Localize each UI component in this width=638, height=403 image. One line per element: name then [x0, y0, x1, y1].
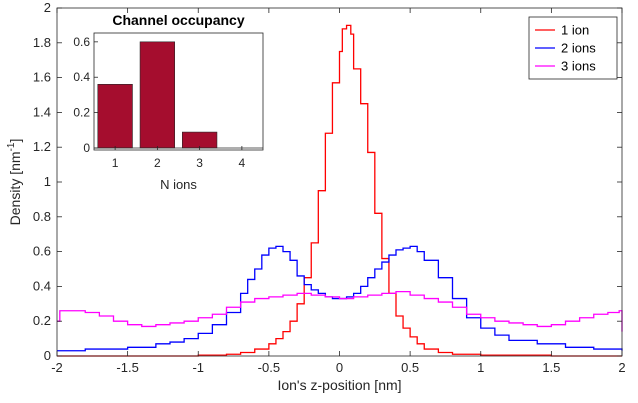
- y-tick-label: 0: [44, 348, 51, 363]
- inset-x-tick-label: 3: [196, 156, 203, 170]
- series-line-3: [57, 290, 623, 332]
- y-tick-label: 1.6: [33, 70, 51, 85]
- inset-x-tick-label: 1: [112, 156, 119, 170]
- x-tick-label: 1: [477, 360, 484, 375]
- y-axis-label-superscript: -1: [6, 142, 17, 151]
- main-plot: -2 -1.5 -1 -0.5 0 0.5 1 1.5 2 0 0.2 0.4 0.6 0.8 1 1.2 1.…: [6, 0, 626, 393]
- y-tick-label: 2: [44, 0, 51, 15]
- y-tick-label: 1: [44, 174, 51, 189]
- y-tick-label: 0.8: [33, 209, 51, 224]
- y-tick-label: 0.4: [33, 278, 51, 293]
- x-tick-label: -0.5: [258, 360, 280, 375]
- inset-title: Channel occupancy: [112, 12, 244, 28]
- x-tick-label: 2: [618, 360, 625, 375]
- x-tick-label: -1.5: [116, 360, 138, 375]
- x-tick-label: -2: [51, 360, 63, 375]
- x-axis-label: Ion's z-position [nm]: [277, 377, 401, 393]
- y-axis-label-end: ]: [7, 139, 23, 143]
- y-tick-label: 1.4: [33, 104, 51, 119]
- inset-x-axis-label: N ions: [160, 177, 197, 192]
- inset-bar-2: [139, 41, 175, 149]
- x-tick-label: 0.5: [401, 360, 419, 375]
- inset-bar-3: [182, 131, 218, 149]
- y-tick-label: 0.6: [33, 244, 51, 259]
- inset-x-tick-label: 2: [154, 156, 161, 170]
- inset-bar-1: [97, 84, 133, 149]
- y-axis-label-base: Density [nm: [7, 151, 23, 225]
- x-tick-label: 1.5: [542, 360, 560, 375]
- inset-y-tick-label: 0: [83, 141, 90, 155]
- legend-label-1: 1 ion: [561, 23, 589, 38]
- inset-bar-chart: 1 2 3 4 0 0.2 0.4 0.6 Channel occupancy N ions: [73, 12, 264, 192]
- inset-x-tick-label: 4: [239, 156, 246, 170]
- inset-y-tick-label: 0.4: [73, 70, 90, 84]
- y-tick-label: 1.2: [33, 139, 51, 154]
- inset-y-tick-label: 0.2: [73, 106, 90, 120]
- legend-label-3: 3 ions: [561, 59, 596, 74]
- legend-label-2: 2 ions: [561, 41, 596, 56]
- series-line-2: [57, 245, 623, 352]
- x-tick-label: -1: [192, 360, 204, 375]
- x-tick-label: 0: [336, 360, 343, 375]
- y-axis-label: Density [nm-1]: [6, 139, 23, 226]
- series-line-1: [57, 24, 622, 357]
- y-tick-label: 1.8: [33, 35, 51, 50]
- y-tick-label: 0.2: [33, 313, 51, 328]
- legend: 1 ion 2 ions 3 ions: [528, 16, 618, 80]
- inset-y-tick-label: 0.6: [73, 35, 90, 49]
